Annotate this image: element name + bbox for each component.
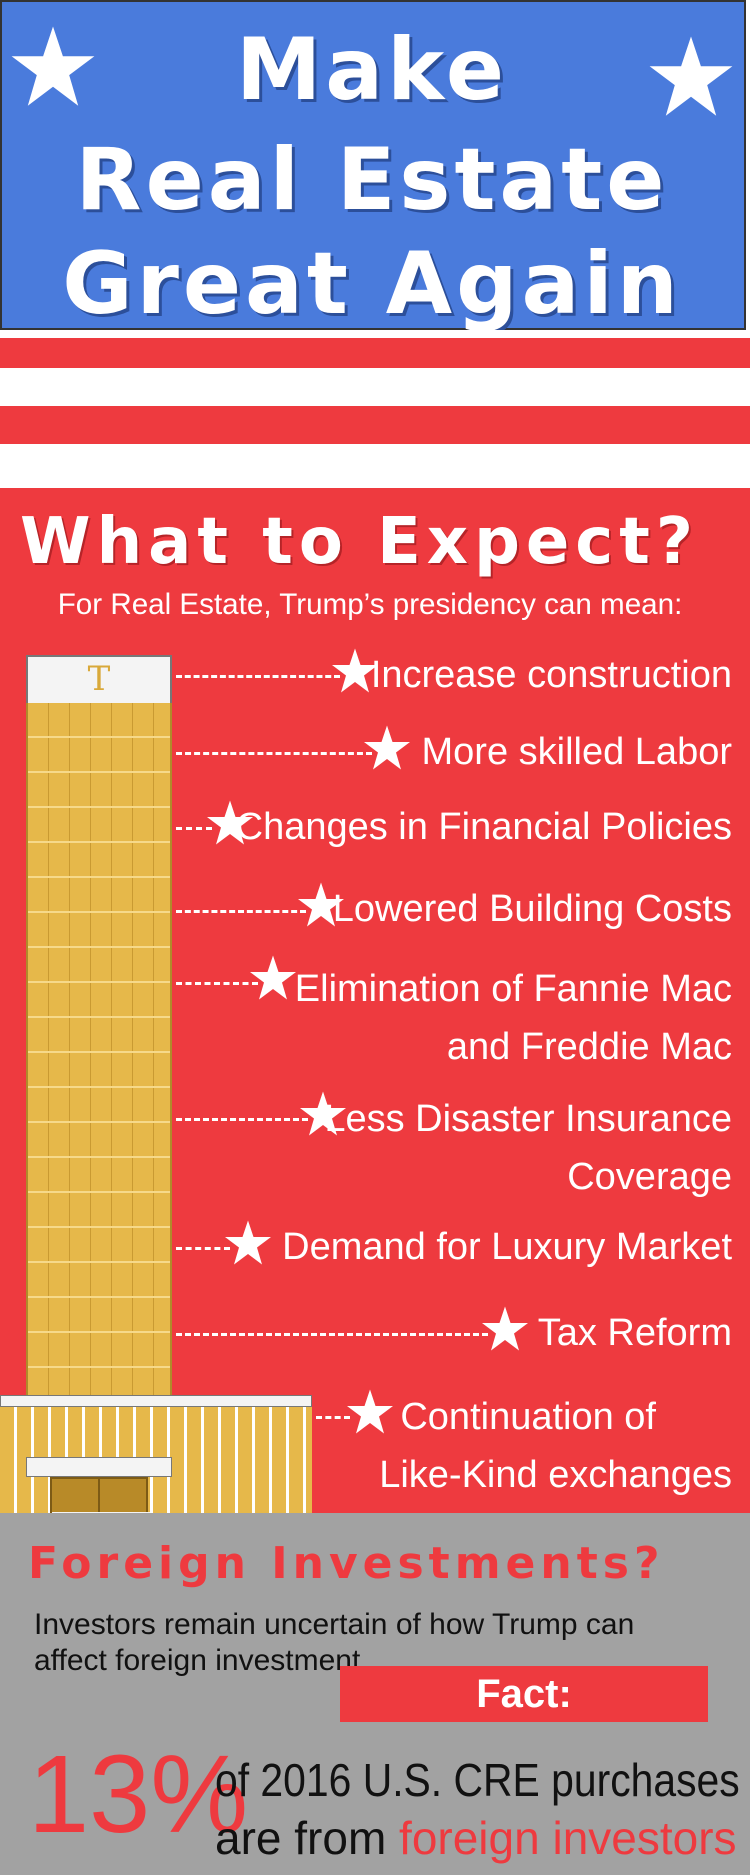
title-line: Make xyxy=(235,20,509,120)
entrance-divider xyxy=(98,1477,100,1515)
stripe-red xyxy=(0,338,750,368)
foreign-description: Investors remain uncertain of how Trump … xyxy=(34,1608,635,1677)
connector-line xyxy=(176,982,258,985)
stripe-white xyxy=(0,330,750,338)
foreign-title: Foreign Investments? xyxy=(28,1538,665,1589)
connector-line xyxy=(176,752,372,755)
expect-item: Lowered Building Costs xyxy=(332,888,732,930)
star-icon xyxy=(347,1389,393,1434)
star-icon xyxy=(649,36,733,116)
connector-line xyxy=(176,1247,230,1250)
title-line: Real Estate xyxy=(75,130,669,230)
fact-badge: Fact: xyxy=(340,1666,708,1722)
star-icon xyxy=(482,1306,528,1351)
expect-item-cont: and Freddie Mac xyxy=(446,1026,732,1068)
expect-item: Continuation of xyxy=(400,1396,656,1438)
expect-subtitle: For Real Estate, Trump’s presidency can … xyxy=(57,588,683,621)
star-icon xyxy=(225,1220,271,1265)
stripe-white xyxy=(0,368,750,406)
fact-percent: 13% xyxy=(28,1733,249,1856)
star-icon xyxy=(300,1091,346,1136)
connector-line xyxy=(316,1416,350,1419)
connector-line xyxy=(176,675,340,678)
expect-item: Tax Reform xyxy=(537,1312,732,1354)
expect-item: Less Disaster Insurance xyxy=(324,1098,732,1140)
star-icon xyxy=(11,26,95,106)
star-icon xyxy=(250,955,296,1000)
fact-text-prefix: are from xyxy=(215,1812,400,1864)
stripe-white xyxy=(0,444,750,488)
title-line: Great Again xyxy=(62,234,682,334)
star-icon xyxy=(298,882,344,927)
fact-text-highlight: foreign investors xyxy=(399,1812,737,1864)
star-icon xyxy=(332,648,378,693)
expect-item: Elimination of Fannie Mac xyxy=(294,968,732,1010)
expect-item: More skilled Labor xyxy=(421,731,732,773)
tower-letter: T xyxy=(87,659,111,699)
connector-line xyxy=(176,910,306,913)
entrance-canopy xyxy=(26,1457,172,1477)
fact-text: of 2016 U.S. CRE purchases xyxy=(215,1754,740,1806)
stripe-red xyxy=(0,406,750,444)
tower-illustration xyxy=(26,703,172,1395)
expect-item: Demand for Luxury Market xyxy=(282,1226,732,1268)
connector-line xyxy=(176,827,212,830)
tower-crown: T xyxy=(26,655,172,705)
star-icon xyxy=(207,800,253,845)
expect-title: What to Expect? xyxy=(20,505,699,579)
connector-line xyxy=(176,1333,488,1336)
star-icon xyxy=(364,725,410,770)
base-roof xyxy=(0,1395,312,1407)
expect-item: Changes in Financial Policies xyxy=(235,806,732,848)
connector-line xyxy=(176,1118,308,1121)
expect-item-cont: Like-Kind exchanges xyxy=(379,1454,732,1496)
fact-text: are from foreign investors xyxy=(215,1810,737,1866)
header-banner: Make Real Estate Great Again xyxy=(0,0,746,334)
expect-item-cont: Coverage xyxy=(567,1156,732,1198)
expect-item: Increase construction xyxy=(370,654,732,696)
